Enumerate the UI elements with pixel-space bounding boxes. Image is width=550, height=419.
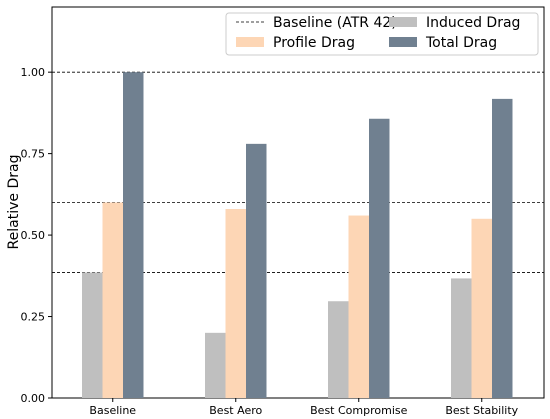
- y-tick-label: 0.75: [21, 148, 46, 161]
- legend-label-induced-drag: Induced Drag: [426, 15, 520, 31]
- bar-induced-drag-best-compromise: [328, 301, 349, 398]
- bar-induced-drag-best-aero: [205, 332, 226, 398]
- bar-total-drag-baseline: [123, 72, 144, 399]
- legend: Baseline (ATR 42) Profile Drag Induced Dra…: [225, 12, 539, 56]
- bar-total-drag-best-stability: [492, 98, 513, 398]
- x-axis-ticks: Baseline Best Aero Best Compromise Best Sta…: [89, 398, 519, 417]
- bar-induced-drag-baseline: [82, 272, 103, 398]
- y-tick-label: 0.25: [21, 311, 46, 324]
- bars-group: [82, 72, 513, 399]
- y-axis-ticks: 0.00 0.25 0.50 0.75 1.00: [21, 66, 52, 405]
- bar-induced-drag-best-stability: [451, 278, 472, 398]
- y-tick-label: 0.00: [21, 392, 46, 405]
- bar-profile-drag-best-compromise: [348, 215, 369, 398]
- bar-profile-drag-baseline: [102, 202, 123, 398]
- legend-swatch-induced-drag: [389, 17, 417, 27]
- bar-total-drag-best-compromise: [369, 118, 390, 398]
- x-tick-label: Best Aero: [209, 404, 262, 417]
- x-tick-label: Best Compromise: [310, 404, 407, 417]
- bar-profile-drag-best-stability: [471, 218, 492, 398]
- legend-label-total-drag: Total Drag: [425, 35, 497, 51]
- y-tick-label: 1.00: [21, 66, 46, 79]
- x-tick-label: Baseline: [89, 404, 136, 417]
- legend-label-baseline-atr-42: Baseline (ATR 42): [273, 15, 397, 31]
- legend-box: [225, 12, 539, 56]
- bar-profile-drag-best-aero: [225, 209, 246, 398]
- legend-label-profile-drag: Profile Drag: [273, 35, 355, 51]
- bar-total-drag-best-aero: [246, 143, 267, 398]
- x-tick-label: Best Stability: [445, 404, 518, 417]
- y-axis-label: Relative Drag: [6, 155, 22, 250]
- y-tick-label: 0.50: [21, 229, 46, 242]
- legend-swatch-profile-drag: [236, 37, 264, 47]
- legend-swatch-total-drag: [389, 37, 417, 47]
